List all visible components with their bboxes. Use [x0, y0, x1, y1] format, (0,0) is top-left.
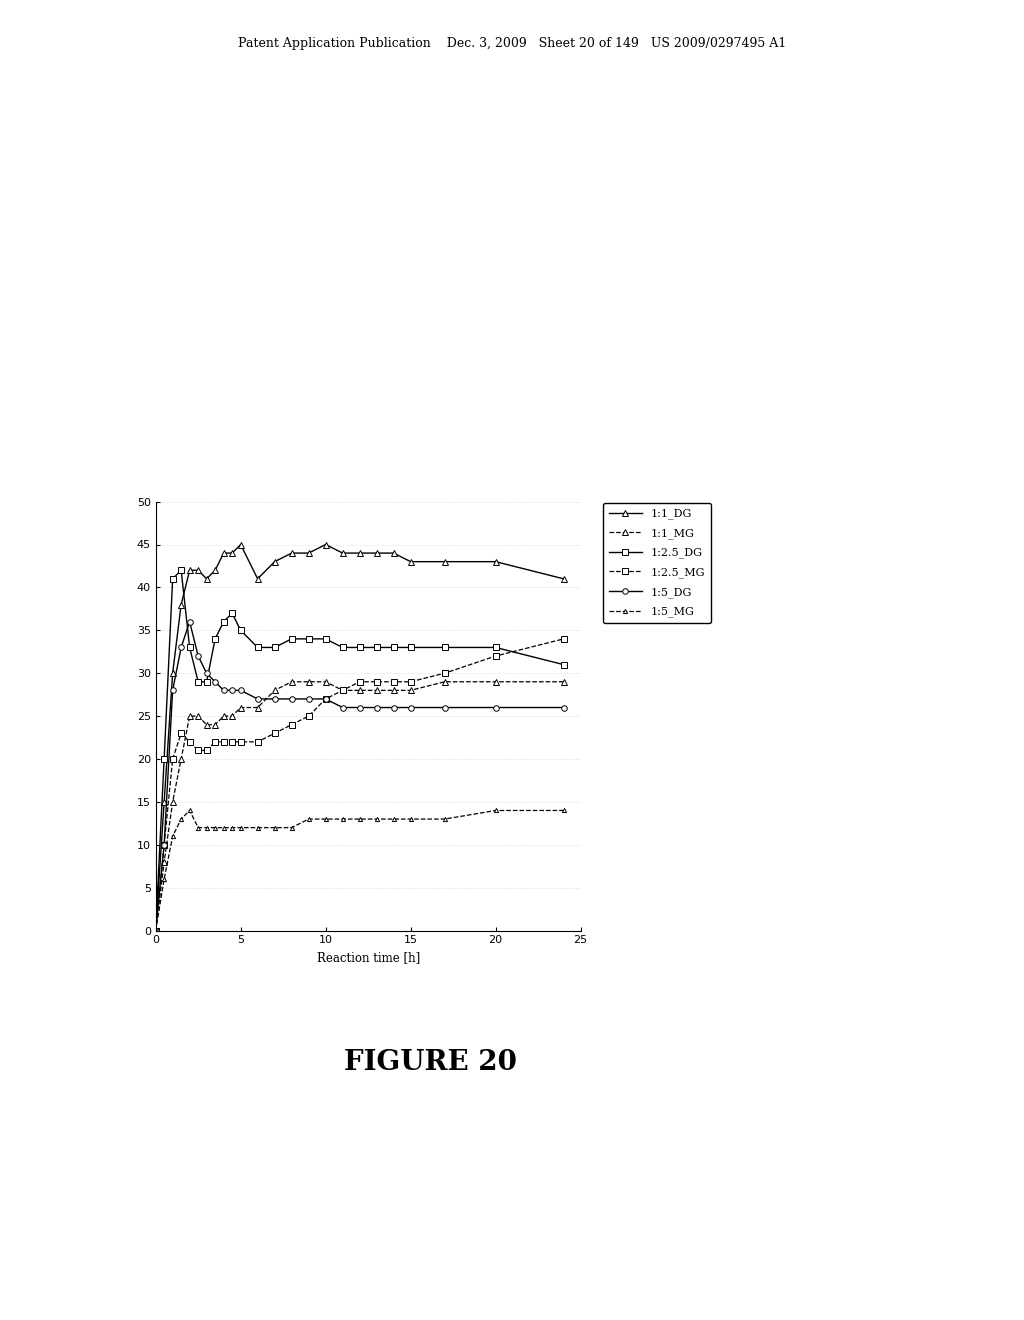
Legend: 1:1_DG, 1:1_MG, 1:2.5_DG, 1:2.5_MG, 1:5_DG, 1:5_MG: 1:1_DG, 1:1_MG, 1:2.5_DG, 1:2.5_MG, 1:5_…	[603, 503, 711, 623]
Text: Patent Application Publication    Dec. 3, 2009   Sheet 20 of 149   US 2009/02974: Patent Application Publication Dec. 3, 2…	[238, 37, 786, 50]
X-axis label: Reaction time [h]: Reaction time [h]	[316, 950, 420, 964]
Text: FIGURE 20: FIGURE 20	[344, 1049, 516, 1076]
